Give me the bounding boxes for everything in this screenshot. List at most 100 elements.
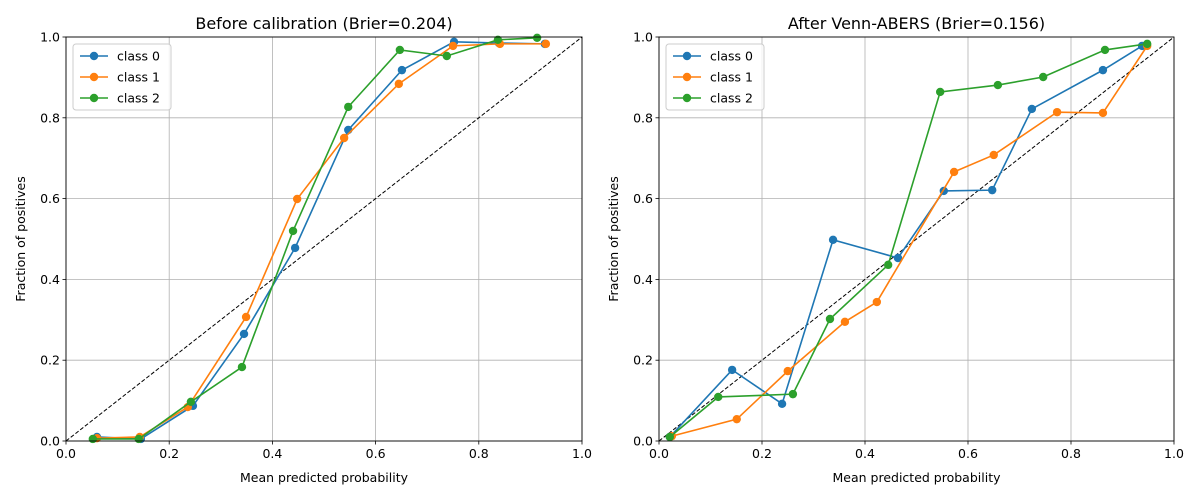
y-tick-label: 0.4 bbox=[40, 272, 60, 287]
data-point-class-1 bbox=[989, 150, 998, 160]
y-tick-label: 0.6 bbox=[633, 191, 653, 206]
x-tick-label: 0.6 bbox=[958, 446, 978, 461]
chart-title: Before calibration (Brier=0.204) bbox=[195, 14, 452, 33]
legend-label-class-0: class 0 bbox=[710, 49, 753, 64]
series-line-class-2 bbox=[669, 43, 1148, 438]
legend-marker-class-1 bbox=[89, 72, 99, 82]
data-point-class-0 bbox=[1098, 65, 1108, 75]
series-line-class-0 bbox=[96, 41, 545, 440]
legend-marker-class-0 bbox=[682, 51, 692, 61]
data-point-class-1 bbox=[339, 133, 349, 143]
x-axis-label: Mean predicted probability bbox=[240, 470, 409, 485]
axes-frame bbox=[65, 36, 583, 442]
data-point-class-2 bbox=[88, 434, 98, 444]
data-point-class-2 bbox=[1143, 39, 1152, 49]
data-point-class-2 bbox=[993, 80, 1003, 90]
data-point-class-2 bbox=[442, 51, 452, 61]
data-point-class-2 bbox=[935, 87, 945, 97]
data-point-class-2 bbox=[1038, 72, 1048, 82]
x-tick-label: 1.0 bbox=[572, 446, 592, 461]
chart-title: After Venn-ABERS (Brier=0.156) bbox=[788, 14, 1045, 33]
data-point-class-1 bbox=[541, 39, 551, 49]
y-tick-label: 1.0 bbox=[633, 30, 653, 45]
x-tick-label: 0.6 bbox=[366, 446, 386, 461]
y-tick-label: 0.0 bbox=[40, 434, 60, 449]
data-point-class-0 bbox=[727, 365, 737, 375]
chart-panel-1: 0.0 0.2 0.4 0.6 0.8 1.0 0.0 0.2 0.4 0.6 0.8 1.0 Afte… bbox=[606, 14, 1184, 485]
x-tick-label: 0.2 bbox=[159, 446, 179, 461]
x-axis-label: Mean predicted probability bbox=[833, 470, 1002, 485]
legend-marker-class-2 bbox=[89, 93, 99, 103]
data-point-class-2 bbox=[825, 314, 835, 324]
data-point-class-0 bbox=[828, 235, 838, 245]
legend-marker-class-2 bbox=[682, 93, 692, 103]
data-point-class-0 bbox=[397, 65, 407, 75]
data-point-class-1 bbox=[732, 414, 741, 424]
data-point-class-2 bbox=[134, 434, 143, 444]
data-point-class-2 bbox=[883, 260, 893, 270]
perfect-calibration-line bbox=[65, 36, 583, 442]
axes-frame bbox=[658, 36, 1175, 442]
y-tick-label: 0.2 bbox=[633, 353, 653, 368]
data-point-class-2 bbox=[665, 432, 675, 442]
data-point-class-0 bbox=[239, 329, 249, 339]
data-point-class-2 bbox=[532, 33, 542, 43]
data-point-class-1 bbox=[448, 41, 458, 51]
data-point-class-2 bbox=[493, 35, 503, 45]
x-tick-label: 0.2 bbox=[752, 446, 772, 461]
data-point-class-0 bbox=[290, 243, 300, 253]
series-line-class-2 bbox=[92, 37, 538, 440]
data-point-class-2 bbox=[1100, 45, 1110, 55]
data-point-class-1 bbox=[1098, 108, 1108, 118]
legend-marker-class-1 bbox=[682, 72, 692, 82]
x-tick-label: 0.8 bbox=[469, 446, 489, 461]
x-tick-label: 0.4 bbox=[855, 446, 875, 461]
data-point-class-1 bbox=[241, 312, 251, 322]
legend-marker-class-0 bbox=[89, 51, 99, 61]
y-tick-label: 0.4 bbox=[633, 272, 653, 287]
data-point-class-0 bbox=[777, 399, 787, 409]
legend-label-class-0: class 0 bbox=[117, 49, 160, 64]
data-point-class-0 bbox=[893, 253, 903, 263]
legend-box bbox=[72, 43, 172, 111]
data-point-class-1 bbox=[394, 79, 404, 89]
legend-label-class-1: class 1 bbox=[710, 70, 753, 85]
series-line-class-0 bbox=[669, 45, 1143, 438]
legend: class 0 class 1 class 2 bbox=[72, 43, 172, 111]
y-tick-label: 0.8 bbox=[633, 110, 653, 125]
data-point-class-2 bbox=[788, 389, 798, 399]
data-point-class-2 bbox=[288, 226, 298, 236]
x-tick-label: 1.0 bbox=[1164, 446, 1184, 461]
legend-label-class-2: class 2 bbox=[117, 91, 160, 106]
legend-label-class-1: class 1 bbox=[117, 70, 160, 85]
y-axis-label: Fraction of positives bbox=[13, 176, 28, 301]
x-tick-label: 0.8 bbox=[1061, 446, 1081, 461]
x-tick-label: 0.4 bbox=[262, 446, 282, 461]
data-point-class-2 bbox=[395, 45, 405, 55]
data-point-class-1 bbox=[872, 297, 882, 307]
data-point-class-2 bbox=[714, 392, 723, 402]
y-tick-label: 0.8 bbox=[40, 110, 60, 125]
legend-label-class-2: class 2 bbox=[710, 91, 753, 106]
y-tick-label: 1.0 bbox=[40, 30, 60, 45]
data-point-class-1 bbox=[783, 366, 792, 376]
y-tick-label: 0.0 bbox=[633, 434, 653, 449]
data-point-class-2 bbox=[186, 397, 196, 407]
legend-box bbox=[665, 43, 765, 111]
x-tick-label: 0.0 bbox=[56, 446, 76, 461]
x-tick-label: 0.0 bbox=[649, 446, 669, 461]
data-point-class-0 bbox=[1027, 104, 1037, 114]
y-axis-label: Fraction of positives bbox=[606, 176, 621, 301]
y-tick-label: 0.2 bbox=[40, 353, 60, 368]
data-point-class-1 bbox=[292, 194, 302, 204]
perfect-calibration-line bbox=[658, 36, 1175, 442]
data-point-class-1 bbox=[840, 317, 850, 327]
data-point-class-1 bbox=[949, 167, 959, 177]
y-tick-label: 0.6 bbox=[40, 191, 60, 206]
data-point-class-2 bbox=[344, 102, 353, 112]
data-point-class-1 bbox=[1052, 107, 1062, 117]
data-point-class-2 bbox=[237, 362, 247, 372]
data-point-class-0 bbox=[988, 185, 997, 195]
legend: class 0 class 1 class 2 bbox=[665, 43, 765, 111]
